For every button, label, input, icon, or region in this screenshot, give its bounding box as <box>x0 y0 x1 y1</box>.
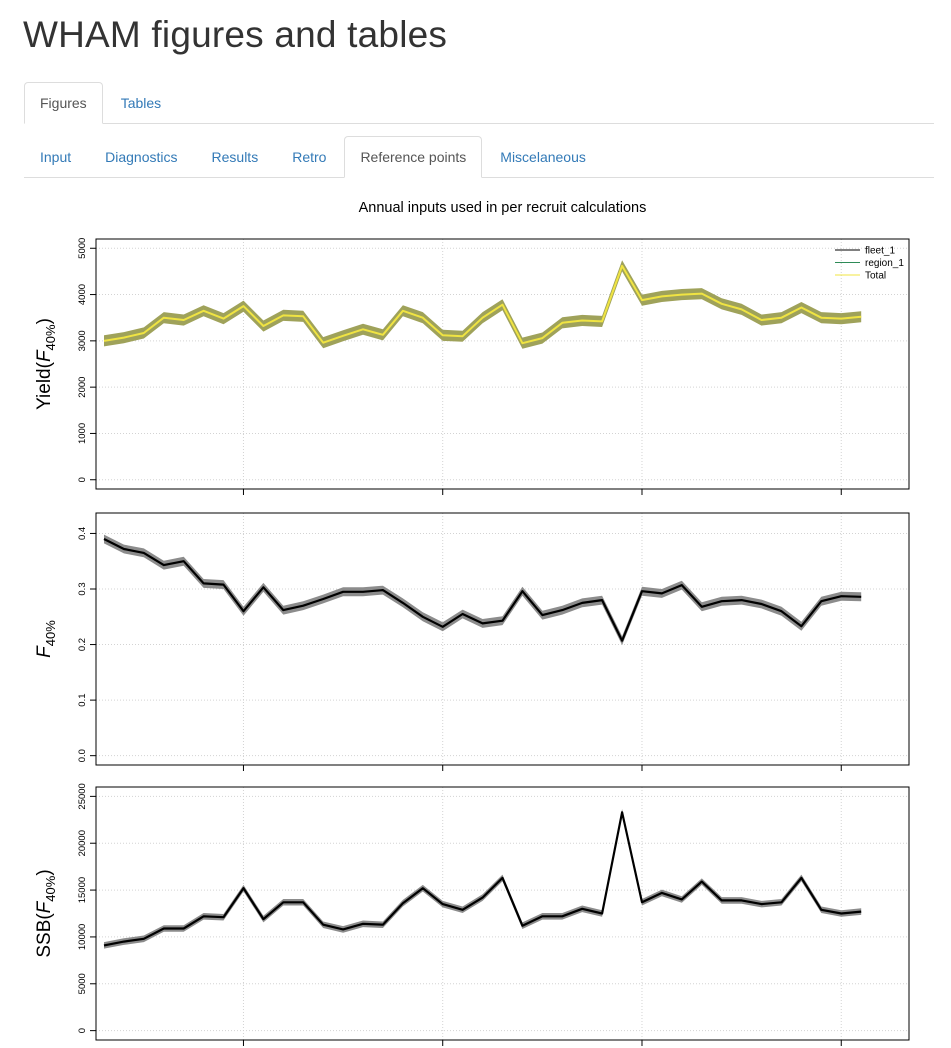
legend-label: fleet_1 <box>865 246 895 257</box>
series-line <box>103 538 862 642</box>
subtab-reference-points[interactable]: Reference points <box>344 136 483 178</box>
y-axis-label: SSB(F40%) <box>34 869 58 957</box>
subtab-retro[interactable]: Retro <box>292 149 327 165</box>
page-title: WHAM figures and tables <box>23 14 448 55</box>
y-tick-label: 5000 <box>77 973 88 994</box>
y-tick-label: 10000 <box>77 924 88 950</box>
y-tick-label: 1000 <box>77 423 88 444</box>
subtab-miscelaneous[interactable]: Miscelaneous <box>500 149 586 165</box>
y-tick-label: 0 <box>77 1028 88 1033</box>
plot-frame <box>95 512 910 766</box>
tab-tables[interactable]: Tables <box>120 95 162 111</box>
series-line <box>103 811 862 947</box>
subtab-diagnostics[interactable]: Diagnostics <box>105 149 178 165</box>
y-tick-label: 0.3 <box>77 582 88 595</box>
y-axis-label: Yield(F40%) <box>34 318 58 410</box>
legend-label: Total <box>865 271 886 282</box>
confidence-band <box>104 534 862 646</box>
y-tick-label: 0.2 <box>77 638 88 651</box>
y-tick-label: 3000 <box>77 330 88 351</box>
y-tick-label: 20000 <box>77 830 88 856</box>
y-axis-label: F40% <box>34 620 58 658</box>
y-tick-label: 5000 <box>77 238 88 259</box>
confidence-band <box>104 809 862 949</box>
panel-2: 0.0 0.1 0.2 0.3 0.4 F40% <box>34 512 910 771</box>
chart-title: Annual inputs used in per recruit calcul… <box>359 200 647 216</box>
y-tick-label: 0.0 <box>77 749 88 762</box>
confidence-band <box>104 260 862 349</box>
y-tick-label: 0 <box>77 477 88 482</box>
per-recruit-chart: Annual inputs used in per recruit calcul… <box>34 200 910 1046</box>
plot-frame <box>95 238 910 490</box>
panel-1: 0 1000 2000 3000 4000 5000 Yield(F40%) fleet_1r… <box>34 238 910 495</box>
main-tabbar: Figures Tables <box>24 82 934 124</box>
series-line <box>103 264 862 345</box>
panel-3: 0 5000 10000 15000 20000 25000 SSB(F40%) <box>34 783 910 1046</box>
y-tick-label: 15000 <box>77 877 88 903</box>
y-tick-label: 4000 <box>77 284 88 305</box>
y-tick-label: 2000 <box>77 377 88 398</box>
legend-label: region_1 <box>865 258 904 269</box>
figures-subtabbar: Input Diagnostics Results Retro Referenc… <box>24 136 934 178</box>
y-tick-label: 0.1 <box>77 694 88 707</box>
tab-figures[interactable]: Figures <box>24 82 103 124</box>
plot-frame <box>95 786 910 1041</box>
subtab-results[interactable]: Results <box>211 149 259 165</box>
y-tick-label: 25000 <box>77 783 88 809</box>
y-tick-label: 0.4 <box>77 527 88 540</box>
subtab-input[interactable]: Input <box>40 149 72 165</box>
reference-points-figure: Annual inputs used in per recruit calcul… <box>0 180 951 1048</box>
